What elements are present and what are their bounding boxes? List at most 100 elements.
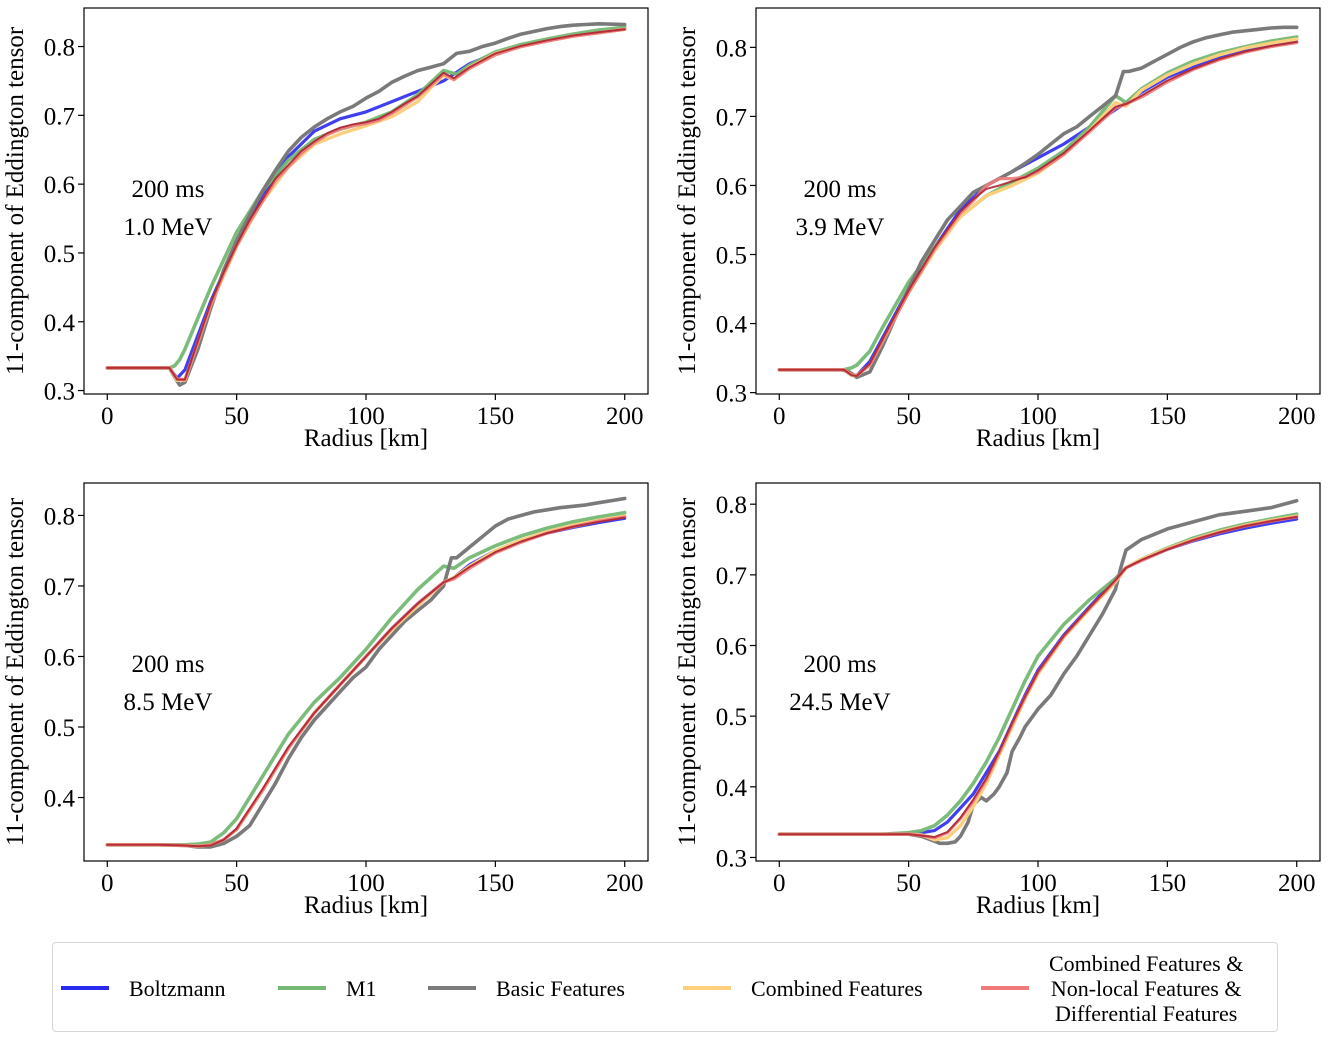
legend-entry-combined-features: Combined Features: [683, 943, 923, 1033]
y-axis-label: 11-component of Eddington tensor: [674, 26, 701, 375]
legend-entry-combined-nonlocal-differential: Combined Features & Non-local Features &…: [981, 943, 1243, 1033]
y-tick-label: 0.3: [44, 379, 75, 406]
legend-swatch-boltzmann: [61, 986, 109, 990]
legend-swatch-combined-features: [683, 986, 731, 990]
series-line-combined-features-non-local-features-differential-features: [777, 40, 1299, 377]
legend-swatch-combined-nonlocal-differential: [981, 986, 1029, 990]
legend-label-line-3: Differential Features: [1055, 1000, 1238, 1026]
y-tick-label: 0.7: [44, 574, 75, 601]
series-line-boltzmann: [105, 516, 627, 848]
annotation-energy: 24.5 MeV: [789, 689, 890, 716]
legend-entry-m1: M1: [278, 943, 377, 1033]
series-line-basic-features: [105, 496, 627, 849]
legend-swatch-m1: [278, 986, 326, 990]
x-tick-label: 100: [347, 403, 385, 430]
x-tick-label: 200: [606, 870, 644, 897]
series-group: [777, 498, 1299, 846]
y-tick-label: 0.8: [44, 35, 75, 62]
annotation-energy: 1.0 MeV: [124, 214, 213, 241]
series-line-combined-features: [777, 514, 1299, 842]
legend-label-m1: M1: [346, 975, 377, 1001]
series-line-boltzmann: [777, 40, 1299, 377]
series-line-combined-features: [105, 27, 627, 382]
x-tick-label: 150: [477, 870, 515, 897]
x-tick-label: 50: [224, 870, 249, 897]
x-axis-label: Radius [km]: [976, 425, 1100, 452]
annotation-energy: 3.9 MeV: [796, 214, 885, 241]
x-tick-label: 100: [347, 870, 385, 897]
series-group: [105, 21, 627, 387]
x-tick-label: 0: [101, 403, 114, 430]
x-tick-label: 100: [1019, 403, 1057, 430]
chart-panel-4: 0 50 100 150 200 0.3 0.4 0.5 0.6 0.7 0.8 Radius [km…: [674, 482, 1321, 919]
legend-label-line-2: Non-local Features &: [1050, 975, 1242, 1001]
y-tick-label: 0.4: [44, 786, 76, 813]
legend-entry-basic-features: Basic Features: [428, 943, 625, 1033]
x-tick-label: 50: [224, 403, 249, 430]
y-tick-label: 0.4: [716, 312, 748, 339]
x-tick-label: 0: [773, 870, 786, 897]
y-tick-label: 0.4: [716, 775, 748, 802]
y-tick-label: 0.8: [716, 492, 747, 519]
chart-panel-1: 0 50 100 150 200 0.3 0.4 0.5 0.6 0.7 0.8 Radius [km…: [2, 7, 649, 452]
legend-swatch-basic-features: [428, 986, 476, 990]
y-tick-label: 0.8: [44, 503, 75, 530]
y-tick-label: 0.5: [44, 241, 75, 268]
chart-panel-2: 0 50 100 150 200 0.3 0.4 0.5 0.6 0.7 0.8 Radius [km…: [674, 7, 1321, 452]
x-axis-label: Radius [km]: [976, 892, 1100, 919]
x-tick-label: 200: [1278, 403, 1316, 430]
series-line-combined-features: [105, 514, 627, 848]
y-tick-label: 0.7: [44, 103, 75, 130]
legend: Boltzmann M1 Basic Features Combined Fea…: [52, 942, 1278, 1032]
series-line-combined-features-non-local-features-differential-features: [105, 515, 627, 848]
y-axis-label: 11-component of Eddington tensor: [2, 26, 29, 375]
y-tick-label: 0.7: [716, 104, 747, 131]
series-group: [105, 496, 627, 849]
series-line-dark-red-overlay: [778, 515, 1298, 838]
y-tick-label: 0.8: [716, 35, 747, 62]
x-tick-label: 100: [1019, 870, 1057, 897]
legend-label-line-1: Combined Features &: [1049, 950, 1244, 976]
series-line-dark-red-overlay: [778, 40, 1298, 377]
y-tick-label: 0.5: [716, 704, 747, 731]
x-tick-label: 200: [606, 403, 644, 430]
x-axis-label: Radius [km]: [304, 425, 428, 452]
x-tick-label: 50: [896, 870, 921, 897]
x-tick-label: 150: [1149, 870, 1187, 897]
chart-panel-3: 0 50 100 150 200 0.4 0.5 0.6 0.7 0.8 Radius [km] 11…: [2, 482, 649, 919]
x-axis-label: Radius [km]: [304, 892, 428, 919]
legend-label-basic-features: Basic Features: [496, 975, 625, 1001]
series-line-basic-features: [105, 21, 627, 387]
series-line-combined-features: [777, 37, 1299, 378]
series-line-boltzmann: [105, 27, 627, 380]
y-axis-label: 11-component of Eddington tensor: [2, 497, 29, 846]
annotation-time: 200 ms: [804, 176, 877, 203]
y-tick-label: 0.6: [44, 172, 75, 199]
y-tick-label: 0.7: [716, 563, 747, 590]
y-tick-label: 0.3: [716, 381, 747, 408]
x-tick-label: 50: [896, 403, 921, 430]
series-group: [777, 25, 1299, 380]
y-tick-label: 0.6: [44, 644, 75, 671]
legend-label-combined-nonlocal-differential: Combined Features & Non-local Features &…: [1049, 951, 1243, 1026]
x-tick-label: 200: [1278, 870, 1316, 897]
legend-label-boltzmann: Boltzmann: [129, 975, 226, 1001]
y-tick-label: 0.6: [716, 173, 747, 200]
series-line-m1: [105, 510, 627, 847]
series-line-combined-features-non-local-features-differential-features: [105, 27, 627, 382]
y-tick-label: 0.5: [716, 243, 747, 270]
series-line-dark-red-overlay: [106, 516, 626, 848]
x-tick-label: 150: [1149, 403, 1187, 430]
x-tick-label: 0: [773, 403, 786, 430]
x-tick-label: 150: [477, 403, 515, 430]
annotation-time: 200 ms: [804, 651, 877, 678]
y-tick-label: 0.6: [716, 634, 747, 661]
series-line-basic-features: [777, 25, 1299, 380]
legend-entry-boltzmann: Boltzmann: [61, 943, 226, 1033]
y-axis-label: 11-component of Eddington tensor: [674, 497, 701, 846]
x-tick-label: 0: [101, 870, 114, 897]
y-tick-label: 0.3: [716, 845, 747, 872]
y-tick-label: 0.4: [44, 310, 76, 337]
y-tick-label: 0.5: [44, 715, 75, 742]
